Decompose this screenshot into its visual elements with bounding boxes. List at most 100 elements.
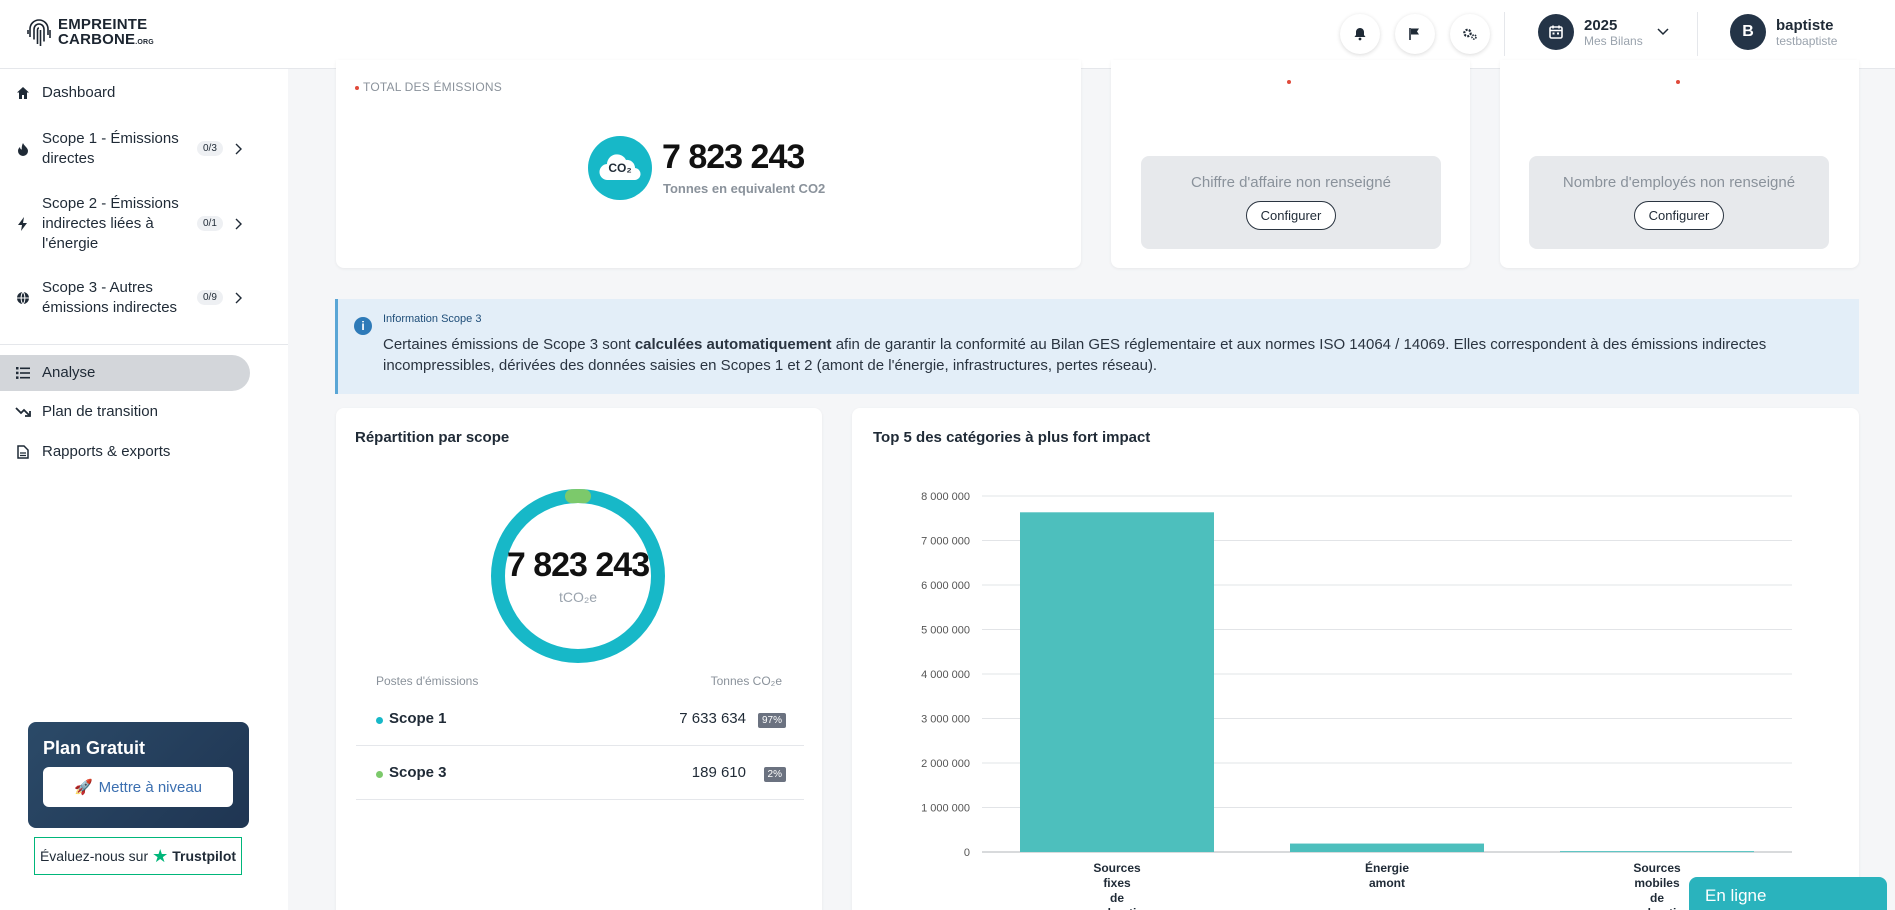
user-handle: testbaptiste [1776, 33, 1838, 48]
x-category-label: combustion [1623, 906, 1691, 910]
header-divider [1504, 12, 1505, 56]
x-category-label: Sources [1633, 861, 1681, 875]
scope3-dot [376, 771, 383, 778]
globe-icon [14, 289, 32, 307]
y-tick-label: 2 000 000 [921, 758, 970, 770]
trustpilot-star-icon: ★ [152, 845, 169, 866]
x-category-label: combustion [1083, 906, 1151, 910]
flag-icon [1409, 28, 1419, 40]
user-name: baptiste [1776, 16, 1834, 34]
sidebar-item-scope2[interactable]: Scope 2 - Émissions indirectes liées à l… [0, 192, 250, 256]
y-tick-label: 4 000 000 [921, 669, 970, 681]
sidebar-item-rapports[interactable]: Rapports & exports [0, 440, 250, 464]
row-value: 189 610 [691, 764, 746, 781]
employees-placeholder: Nombre d'employés non renseigné Configur… [1529, 156, 1829, 249]
document-icon [14, 443, 32, 461]
info-text: Certaines émissions de Scope 3 sont calc… [383, 336, 1767, 374]
chevron-right-icon [235, 218, 242, 230]
bell-icon [1354, 28, 1366, 41]
x-category-label: fixes [1103, 876, 1131, 890]
status-dot [1676, 80, 1680, 84]
logo[interactable]: EMPREINTE CARBONE.ORG [26, 16, 154, 50]
bar [1020, 512, 1214, 852]
sidebar-item-label: Rapports & exports [42, 443, 171, 460]
revenue-card: Chiffre d'affaire non renseigné Configur… [1111, 60, 1470, 268]
fingerprint-logo-icon [27, 19, 51, 46]
percent-badge: 2% [763, 767, 786, 782]
trend-down-icon [14, 403, 32, 421]
bar [1290, 843, 1484, 852]
live-chat-button[interactable]: En ligne [1689, 877, 1887, 910]
chevron-right-icon [235, 292, 242, 304]
repartition-title: Répartition par scope [355, 429, 510, 446]
notifications-button[interactable] [1340, 14, 1380, 54]
table-row: Scope 1 7 633 634 97% [356, 692, 804, 746]
bolt-icon [14, 215, 32, 233]
sidebar: Dashboard Scope 1 - Émissions directes 0… [0, 69, 288, 910]
y-tick-label: 8 000 000 [921, 491, 970, 503]
logo-text: EMPREINTE CARBONE.ORG [58, 15, 154, 48]
user-menu[interactable]: B baptiste testbaptiste [1730, 14, 1837, 50]
sidebar-item-plan-transition[interactable]: Plan de transition [0, 400, 250, 424]
goals-button[interactable] [1395, 14, 1435, 54]
sidebar-item-label: Dashboard [42, 84, 116, 101]
sidebar-item-label: Scope 3 - Autres émissions indirectes [42, 279, 178, 316]
list-icon [14, 364, 32, 382]
sidebar-item-label: Plan de transition [42, 403, 158, 420]
scope-donut-chart [491, 489, 665, 663]
sidebar-item-scope3[interactable]: Scope 3 - Autres émissions indirectes 0/… [0, 276, 250, 320]
top5-bar-chart: 0 1 000 000 2 000 000 3 000 000 4 000 000 5 0… [921, 491, 1792, 910]
table-row: Scope 3 189 610 2% [356, 746, 804, 800]
upgrade-label: Mettre à niveau [98, 778, 203, 796]
revenue-placeholder: Chiffre d'affaire non renseigné Configur… [1141, 156, 1441, 249]
trustpilot-button[interactable]: Évaluez-nous sur ★ Trustpilot [34, 837, 242, 875]
info-title: Information Scope 3 [383, 313, 482, 325]
sidebar-item-dashboard[interactable]: Dashboard [0, 81, 250, 105]
progress-badge: 0/1 [197, 216, 223, 231]
total-unit: Tonnes en equivalent CO2 [663, 181, 826, 196]
donut-center-value: 7 823 243 [506, 546, 650, 584]
x-category-label: de [1110, 891, 1124, 905]
y-tick-label: 7 000 000 [921, 536, 970, 548]
donut-center-unit: tCO₂e [558, 589, 598, 605]
x-category-label: amont [1369, 876, 1405, 890]
y-tick-label: 1 000 000 [921, 803, 970, 815]
trustpilot-brand: Trustpilot [172, 848, 237, 864]
year-value: 2025 [1584, 16, 1618, 34]
configure-employees-button[interactable]: Configurer [1633, 201, 1725, 230]
avatar: B [1730, 14, 1766, 50]
row-name: Scope 3 [389, 764, 447, 781]
column-header-tonnes: Tonnes CO₂e [710, 674, 782, 688]
status-dot [1287, 80, 1291, 84]
y-tick-label: 5 000 000 [921, 625, 970, 637]
year-selector[interactable]: 2025 Mes Bilans [1538, 14, 1669, 50]
sidebar-item-label: Analyse [42, 364, 96, 381]
x-category-label: Sources [1093, 861, 1141, 875]
configure-revenue-button[interactable]: Configurer [1245, 201, 1337, 230]
bar [1560, 851, 1754, 853]
scope3-info-banner: i Information Scope 3 Certaines émission… [335, 299, 1859, 394]
percent-badge: 97% [757, 713, 786, 728]
plan-title: Plan Gratuit [43, 738, 146, 758]
column-header-postes: Postes d'émissions [376, 674, 479, 688]
header-divider [1697, 12, 1698, 56]
progress-badge: 0/9 [197, 290, 223, 305]
settings-button[interactable] [1450, 14, 1490, 54]
x-category-label: de [1650, 891, 1664, 905]
total-label: TOTAL DES ÉMISSIONS [355, 80, 502, 94]
trustpilot-prefix: Évaluez-nous sur [39, 848, 149, 864]
sidebar-item-label: Scope 1 - Émissions directes [42, 130, 179, 167]
top5-title: Top 5 des catégories à plus fort impact [873, 429, 1151, 446]
co2-cloud-icon: CO₂ [588, 136, 652, 200]
x-category-label: Énergie [1365, 860, 1409, 875]
home-icon [14, 84, 32, 102]
info-icon: i [354, 317, 372, 335]
scope1-dot [376, 717, 383, 724]
y-tick-label: 0 [964, 847, 970, 859]
sidebar-item-analyse[interactable]: Analyse [0, 355, 250, 391]
x-category-label: mobiles [1634, 876, 1680, 890]
sidebar-item-scope1[interactable]: Scope 1 - Émissions directes 0/3 [0, 127, 250, 171]
year-subtitle: Mes Bilans [1584, 33, 1643, 48]
y-tick-label: 3 000 000 [921, 714, 970, 726]
upgrade-button[interactable]: 🚀 Mettre à niveau [43, 767, 233, 807]
